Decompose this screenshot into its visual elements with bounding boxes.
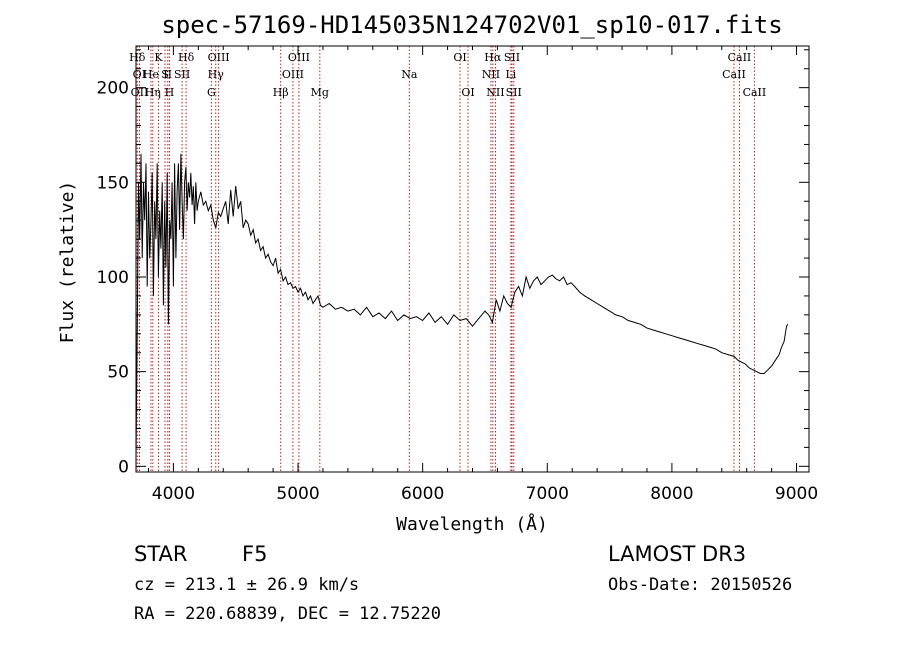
- line-marker-label: Hδ: [178, 51, 195, 64]
- y-axis-label: Flux (relative): [57, 181, 78, 344]
- line-marker-label: Hδ: [129, 51, 146, 64]
- x-axis-ticks: 4000 5000 6000 7000 8000 9000: [147, 46, 818, 504]
- line-marker-label: Hη: [145, 86, 161, 99]
- line-marker-labels: Hδ OI OII He Hη KSH II Hδ SII OIII Hγ G OIII OIII Hβ Mg…: [129, 51, 766, 99]
- line-marker-label: Li: [505, 68, 516, 81]
- y-axis-ticks: 0 50 100 150 200: [97, 49, 809, 477]
- line-marker-label: OIII: [208, 51, 230, 64]
- x-tick-label: 8000: [650, 484, 693, 504]
- line-markers: [136, 46, 755, 472]
- line-marker-label: OIII: [282, 68, 304, 81]
- redshift-info: cz = 213.1 ± 26.9 km/s: [134, 575, 359, 595]
- line-marker-label: Hα: [484, 51, 502, 64]
- line-marker-label: II: [163, 68, 172, 81]
- survey-name: LAMOST DR3: [608, 542, 746, 566]
- y-tick-label: 200: [97, 79, 129, 99]
- observation-date: Obs-Date: 20150526: [608, 575, 792, 595]
- x-tick-label: 6000: [401, 484, 444, 504]
- y-tick-label: 150: [97, 173, 129, 193]
- line-marker-label: He: [143, 68, 159, 81]
- x-tick-label: 9000: [775, 484, 818, 504]
- spectrum-series-line: [135, 153, 789, 457]
- line-marker-label: S: [161, 68, 169, 81]
- line-marker-label: K: [154, 51, 163, 64]
- line-marker-label: Hγ: [208, 68, 225, 81]
- x-tick-label: 7000: [526, 484, 569, 504]
- line-marker-label: Na: [401, 68, 418, 81]
- plot-frame: [135, 45, 810, 473]
- line-marker-label: H: [165, 86, 175, 99]
- y-tick-label: 50: [107, 363, 129, 383]
- line-marker-label: G: [207, 86, 216, 99]
- coordinates: RA = 220.68839, DEC = 12.75220: [134, 604, 441, 624]
- line-marker-label: NII: [486, 86, 504, 99]
- object-class: STAR: [134, 542, 187, 566]
- x-axis-label: Wavelength (Å): [396, 513, 548, 535]
- x-tick-label: 4000: [152, 484, 195, 504]
- line-marker-label: SII: [506, 86, 522, 99]
- chart-title: spec-57169-HD145035N124702V01_sp10-017.f…: [161, 11, 782, 39]
- x-tick-label: 5000: [276, 484, 319, 504]
- line-marker-label: CaII: [743, 86, 767, 99]
- line-marker-label: NII: [482, 68, 500, 81]
- y-tick-label: 100: [97, 268, 129, 288]
- line-marker-label: OI: [453, 51, 466, 64]
- line-marker-label: SII: [504, 51, 520, 64]
- line-marker-label: Hβ: [273, 86, 289, 99]
- y-tick-label: 0: [118, 457, 129, 477]
- line-marker-label: OIII: [288, 51, 310, 64]
- line-marker-label: Mg: [311, 86, 329, 99]
- object-subclass: F5: [242, 542, 267, 566]
- line-marker-label: CaII: [722, 68, 746, 81]
- line-marker-label: OI: [461, 86, 474, 99]
- line-marker-label: CaII: [728, 51, 752, 64]
- line-marker-label: OII: [131, 86, 149, 99]
- line-marker-label: SII: [174, 68, 190, 81]
